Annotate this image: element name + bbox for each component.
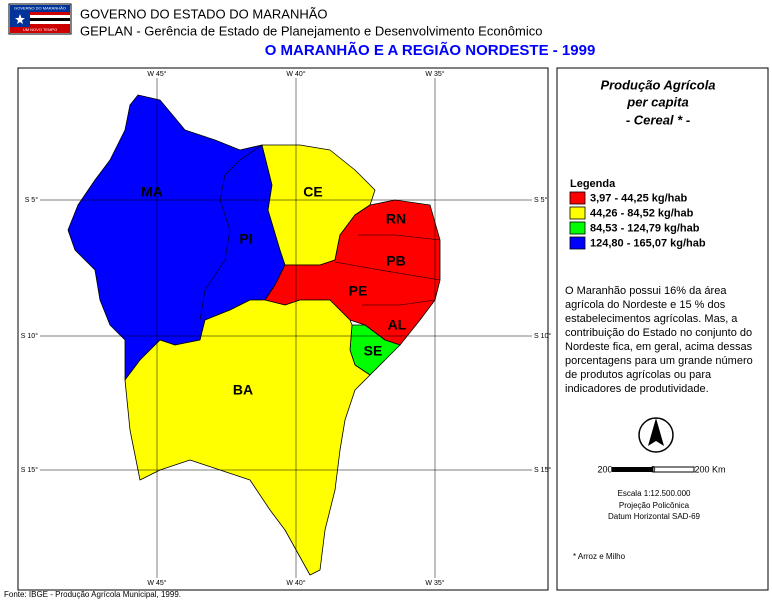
parallel-label: S 5° xyxy=(25,196,39,204)
parallel-label: S 10° xyxy=(534,332,551,340)
state-label: CE xyxy=(303,184,322,200)
states xyxy=(67,94,441,576)
legend-swatch xyxy=(569,236,586,250)
meridian-label: W 45° xyxy=(147,579,166,587)
panel-title-line: per capita xyxy=(626,94,688,109)
state-label: SE xyxy=(364,343,383,359)
state-label: PE xyxy=(349,283,368,299)
logo-bottom: UM NOVO TEMPO xyxy=(23,27,57,32)
state-label: PB xyxy=(386,253,405,269)
state-label: AL xyxy=(388,317,407,333)
meridian-label: W 40° xyxy=(286,70,305,78)
parallel-label: S 15° xyxy=(21,466,38,474)
scale-label: 0 xyxy=(650,464,655,474)
border-rn-pb xyxy=(358,234,441,241)
parallel-label: S 10° xyxy=(21,332,38,340)
panel-title-line: Produção Agrícola xyxy=(600,77,715,92)
legend-swatch xyxy=(569,221,586,235)
border-pb-pe xyxy=(334,261,441,281)
legend-label: 124,80 - 165,07 kg/hab xyxy=(590,237,706,249)
state-label: PI xyxy=(239,231,252,247)
legend-label: 3,97 - 44,25 kg/hab xyxy=(590,192,687,204)
panel-frame xyxy=(556,67,769,591)
legend-label: 44,26 - 84,52 kg/hab xyxy=(590,207,694,219)
state-label: MA xyxy=(141,184,163,200)
state-label: RN xyxy=(386,211,406,227)
panel-title-line: - Cereal * - xyxy=(626,112,690,127)
map-frame xyxy=(17,67,549,591)
map-title: O MARANHÃO E A REGIÃO NORDESTE - 1999 xyxy=(265,41,596,59)
scale-text: Escala 1:12.500.000 xyxy=(618,489,691,498)
meridian-label: W 40° xyxy=(286,579,305,587)
north-arrow xyxy=(638,417,674,453)
legend: 3,97 - 44,25 kg/hab 44,26 - 84,52 kg/hab 8… xyxy=(569,191,706,250)
legend-label: 84,53 - 124,79 kg/hab xyxy=(590,222,700,234)
meridian-label: W 35° xyxy=(425,70,444,78)
footnote: * Arroz e Milho xyxy=(573,552,626,561)
graticule-labels: W 45° W 40° W 35° W 45° W 40° W 35° S 5°… xyxy=(21,70,552,587)
legend-swatch xyxy=(569,206,586,220)
logo: GOVERNO DO MARANHÃO UM NOVO TEMPO xyxy=(8,3,72,35)
meridian-label: W 35° xyxy=(425,579,444,587)
source: Fonte: IBGE - Produção Agrícola Municipa… xyxy=(4,590,181,599)
org-name: GOVERNO DO ESTADO DO MARANHÃO xyxy=(80,6,328,21)
scale-label: 200 xyxy=(597,464,612,474)
state-ba xyxy=(124,299,371,576)
dept-name: GEPLAN - Gerência de Estado de Planejame… xyxy=(80,23,542,38)
map-info: Escala 1:12.500.000 Projeção Policônica … xyxy=(608,489,701,521)
scale-bar: 200 0 200 Km xyxy=(597,464,725,474)
projection-text: Projeção Policônica xyxy=(619,501,690,510)
state-label: BA xyxy=(233,382,253,398)
logo-top: GOVERNO DO MARANHÃO xyxy=(14,6,66,11)
description: O Maranhão possui 16% da área agrícola d… xyxy=(565,285,753,395)
border-ma-pi xyxy=(199,144,263,321)
state-labels: MA PI CE RN PB PE AL SE BA xyxy=(141,184,407,398)
panel-title: Produção Agrícola per capita - Cereal * … xyxy=(600,77,715,127)
graticule xyxy=(40,78,532,578)
scale-label: 200 Km xyxy=(694,464,725,474)
parallel-label: S 15° xyxy=(534,466,551,474)
meridian-label: W 45° xyxy=(147,70,166,78)
border-pe-al xyxy=(362,299,436,306)
parallel-label: S 5° xyxy=(534,196,548,204)
datum-text: Datum Horizontal SAD-69 xyxy=(608,512,701,521)
legend-title: Legenda xyxy=(570,178,616,190)
legend-swatch xyxy=(569,191,586,205)
